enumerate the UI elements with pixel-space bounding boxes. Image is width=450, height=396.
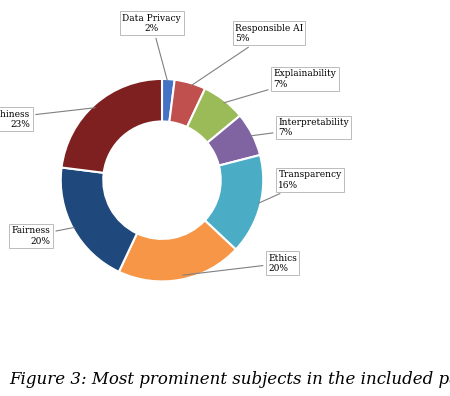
Wedge shape [169,80,205,127]
Text: Transparency
16%: Transparency 16% [258,171,342,203]
Wedge shape [205,155,263,249]
Wedge shape [162,79,175,122]
Text: Responsible AI
5%: Responsible AI 5% [191,24,303,86]
Wedge shape [119,221,236,282]
Text: Trustworthiness
23%: Trustworthiness 23% [0,108,95,129]
Text: Figure 3: Most prominent subjects in the included papers.: Figure 3: Most prominent subjects in the… [9,371,450,388]
Text: Data Privacy
2%: Data Privacy 2% [122,13,181,81]
Wedge shape [207,116,260,166]
Wedge shape [187,89,240,143]
Wedge shape [62,79,162,173]
Text: Explainability
7%: Explainability 7% [224,69,336,103]
Text: Fairness
20%: Fairness 20% [12,226,74,246]
Text: Interpretability
7%: Interpretability 7% [251,118,349,137]
Text: Ethics
20%: Ethics 20% [183,253,297,275]
Wedge shape [61,168,137,272]
